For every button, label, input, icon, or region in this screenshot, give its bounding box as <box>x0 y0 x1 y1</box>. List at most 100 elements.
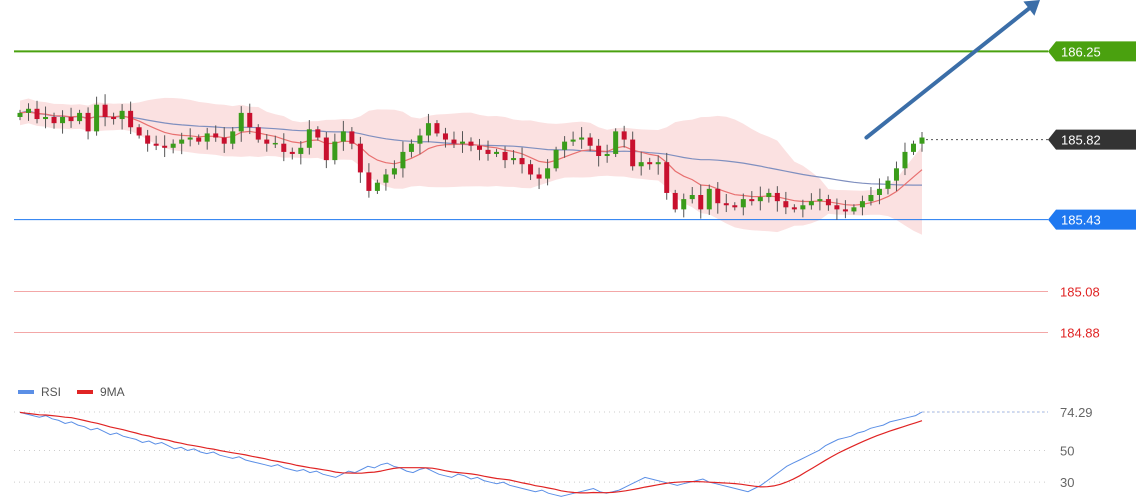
candle-body <box>681 199 687 210</box>
candle-body <box>910 143 916 152</box>
candle-body <box>238 112 244 132</box>
candle-body <box>170 143 176 148</box>
candle-body <box>808 201 814 206</box>
candle-body <box>442 133 448 140</box>
level-tag-resistance <box>1048 41 1136 62</box>
candle-body <box>247 112 253 128</box>
candle-body <box>111 117 117 120</box>
rsi-9ma-line <box>19 411 923 494</box>
candle-body <box>536 174 542 179</box>
candle-body <box>136 127 142 136</box>
trend-arrow-head <box>1023 0 1040 16</box>
candle-body <box>221 137 227 144</box>
candle-body <box>689 195 695 200</box>
candle-body <box>715 188 721 204</box>
legend-9ma-label: 9MA <box>100 385 125 399</box>
level-label-support2: 184.88 <box>1060 326 1100 341</box>
candle-body <box>17 112 23 117</box>
candle-body <box>281 143 287 152</box>
candle-body <box>664 162 670 193</box>
candle-body <box>187 137 193 140</box>
candle-body <box>383 174 389 183</box>
candle-body <box>672 192 678 210</box>
candle-body <box>26 108 32 113</box>
candle-body <box>408 143 414 152</box>
candle-body <box>851 207 857 212</box>
candle-body <box>119 110 125 120</box>
bollinger-band <box>20 97 922 235</box>
candle-body <box>196 137 202 142</box>
candle-body <box>323 137 329 161</box>
candle-body <box>706 188 712 210</box>
candle-body <box>825 199 831 206</box>
candle-body <box>783 201 789 208</box>
candle-body <box>842 209 848 212</box>
candle-body <box>876 188 882 195</box>
candle-body <box>579 137 585 140</box>
level-label-current: 185.82 <box>1061 133 1101 148</box>
candle-body <box>528 164 534 175</box>
candle-body <box>791 207 797 210</box>
candle-body <box>766 192 772 198</box>
candle-body <box>94 104 100 132</box>
candle-body <box>374 182 380 191</box>
candle-body <box>204 133 210 142</box>
candle-body <box>366 172 372 191</box>
candle-body <box>349 131 355 144</box>
candle-body <box>570 139 576 142</box>
candle-body <box>68 117 74 122</box>
candle-body <box>77 112 83 122</box>
level-label-pivot: 185.43 <box>1061 213 1101 228</box>
candle-body <box>553 149 559 169</box>
level-tag-current <box>1048 129 1136 150</box>
candle-body <box>698 195 704 210</box>
candle-body <box>357 143 363 173</box>
candle-body <box>468 141 474 146</box>
candle-body <box>162 145 168 148</box>
candle-body <box>391 168 397 175</box>
candle-body <box>43 117 49 120</box>
candle-body <box>749 199 755 202</box>
candle-body <box>264 139 270 144</box>
candle-body <box>800 205 806 210</box>
trend-arrow-shaft <box>864 6 1031 140</box>
candle-body <box>613 131 619 154</box>
candle-body <box>272 142 278 145</box>
legend-rsi-label: RSI <box>41 385 61 399</box>
candle-body <box>817 199 823 202</box>
candle-body <box>545 168 551 179</box>
candle-body <box>179 139 185 144</box>
candle-body <box>85 112 91 132</box>
candle-body <box>459 141 465 144</box>
candle-body <box>485 149 491 154</box>
level-tag-pivot <box>1048 209 1136 230</box>
candle-body <box>740 199 746 208</box>
candle-body <box>596 145 602 156</box>
candle-body <box>902 151 908 169</box>
candle-body <box>400 151 406 169</box>
candle-body <box>417 135 423 144</box>
candle-body <box>885 180 891 189</box>
candle-body <box>145 135 151 144</box>
candle-body <box>289 151 295 154</box>
candle-body <box>638 162 644 167</box>
candle-body <box>868 195 874 202</box>
candle-body <box>774 192 780 202</box>
candle-body <box>723 203 729 206</box>
candle-body <box>153 143 159 146</box>
candle-body <box>655 162 661 165</box>
candle-body <box>494 151 500 154</box>
candle-body <box>919 137 925 144</box>
candle-body <box>213 133 219 138</box>
candle-body <box>604 153 610 156</box>
candle-body <box>630 139 636 167</box>
candle-body <box>477 145 483 150</box>
candle-body <box>519 158 525 165</box>
candle-body <box>451 139 457 144</box>
candle-body <box>587 137 593 146</box>
candle-body <box>834 205 840 210</box>
level-label-resistance: 186.25 <box>1061 44 1101 59</box>
candle-body <box>757 197 763 202</box>
